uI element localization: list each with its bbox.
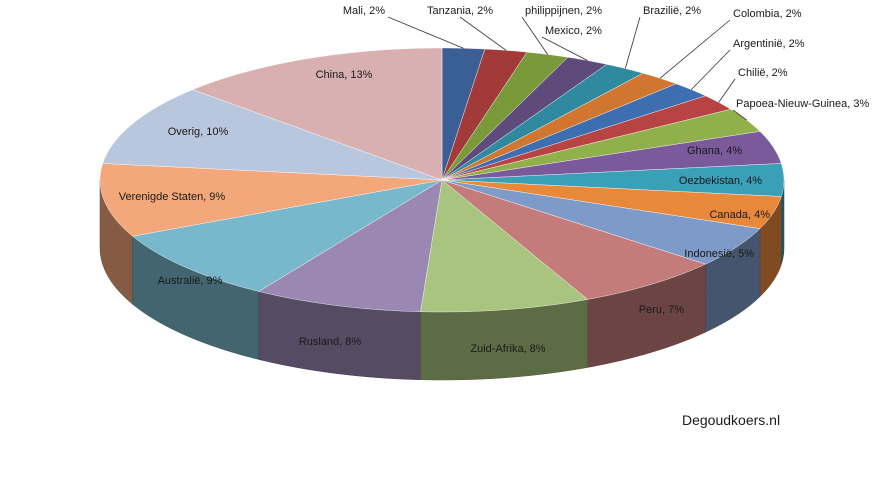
leader-line-brazili- bbox=[624, 16, 641, 69]
data-label-zuid-afrika: Zuid-Afrika, 8% bbox=[470, 343, 545, 355]
pie-slice-chili- bbox=[441, 95, 732, 181]
pie-slice-australi- bbox=[132, 179, 443, 292]
pie-slice-china bbox=[192, 47, 443, 181]
data-label-overig: Overig, 10% bbox=[168, 126, 229, 138]
leader-line-papoea-nieuw-guinea bbox=[732, 109, 747, 121]
data-label-australi-: Australiё, 9% bbox=[158, 275, 223, 287]
data-label-chili-: Chiliё, 2% bbox=[738, 67, 788, 79]
data-label-colombia: Colombia, 2% bbox=[733, 8, 802, 20]
data-label-indonesi-: Indonesiё, 5% bbox=[684, 248, 754, 260]
leader-line-colombia bbox=[659, 19, 731, 79]
watermark: Degoudkoers.nl bbox=[682, 412, 781, 428]
leader-line-tanzania bbox=[459, 16, 507, 51]
pie-slice-oezbekistan bbox=[441, 163, 785, 197]
pie-slice-verenigde-staten bbox=[99, 163, 443, 237]
data-label-oezbekistan: Oezbekistan, 4% bbox=[679, 175, 762, 187]
pie-slice-brazili- bbox=[441, 64, 644, 181]
pie-slice-rusland bbox=[258, 179, 443, 312]
data-label-philippijnen: philippijnen, 2% bbox=[525, 5, 602, 17]
pie-slice-peru bbox=[441, 179, 707, 300]
data-label-argentini-: Argentiniё, 2% bbox=[733, 38, 805, 50]
leader-line-mali bbox=[387, 16, 464, 49]
pie-slice-ghana bbox=[441, 131, 782, 181]
data-label-peru: Peru, 7% bbox=[639, 304, 684, 316]
data-label-tanzania: Tanzania, 2% bbox=[427, 5, 493, 17]
data-label-ghana: Ghana, 4% bbox=[687, 145, 742, 157]
leader-line-chili- bbox=[718, 78, 736, 103]
data-label-verenigde-staten: Verenigde Staten, 9% bbox=[119, 191, 226, 203]
pie-slice-overig bbox=[102, 89, 443, 181]
data-label-china: China, 13% bbox=[316, 69, 373, 81]
pie-leader-lines bbox=[387, 16, 747, 121]
data-label-rusland: Rusland, 8% bbox=[299, 336, 362, 348]
pie-top-faces bbox=[99, 47, 785, 313]
data-label-mali: Mali, 2% bbox=[343, 5, 385, 17]
pie-labels: Mali, 2% Tanzania, 2% philippijnen, 2% Mexi… bbox=[119, 5, 870, 355]
pie-slice-canada bbox=[441, 179, 782, 229]
data-label-papoea-nieuw-guinea: Papoea-Nieuw-Guinea, 3% bbox=[736, 98, 870, 110]
leader-line-philippijnen bbox=[521, 16, 549, 55]
data-label-mexico: Mexico, 2% bbox=[545, 25, 602, 37]
leader-line-mexico bbox=[541, 36, 588, 61]
pie-side-walls bbox=[99, 179, 785, 381]
pie-slice-argentini- bbox=[441, 83, 707, 181]
leader-line-argentini- bbox=[691, 49, 731, 90]
pie-slice-indonesi- bbox=[441, 179, 761, 265]
data-label-canada: Canada, 4% bbox=[709, 209, 770, 221]
data-label-brazili-: Braziliё, 2% bbox=[643, 5, 701, 17]
pie-slice-tanzania bbox=[441, 48, 528, 181]
pie-slice-zuid-afrika bbox=[420, 179, 589, 313]
